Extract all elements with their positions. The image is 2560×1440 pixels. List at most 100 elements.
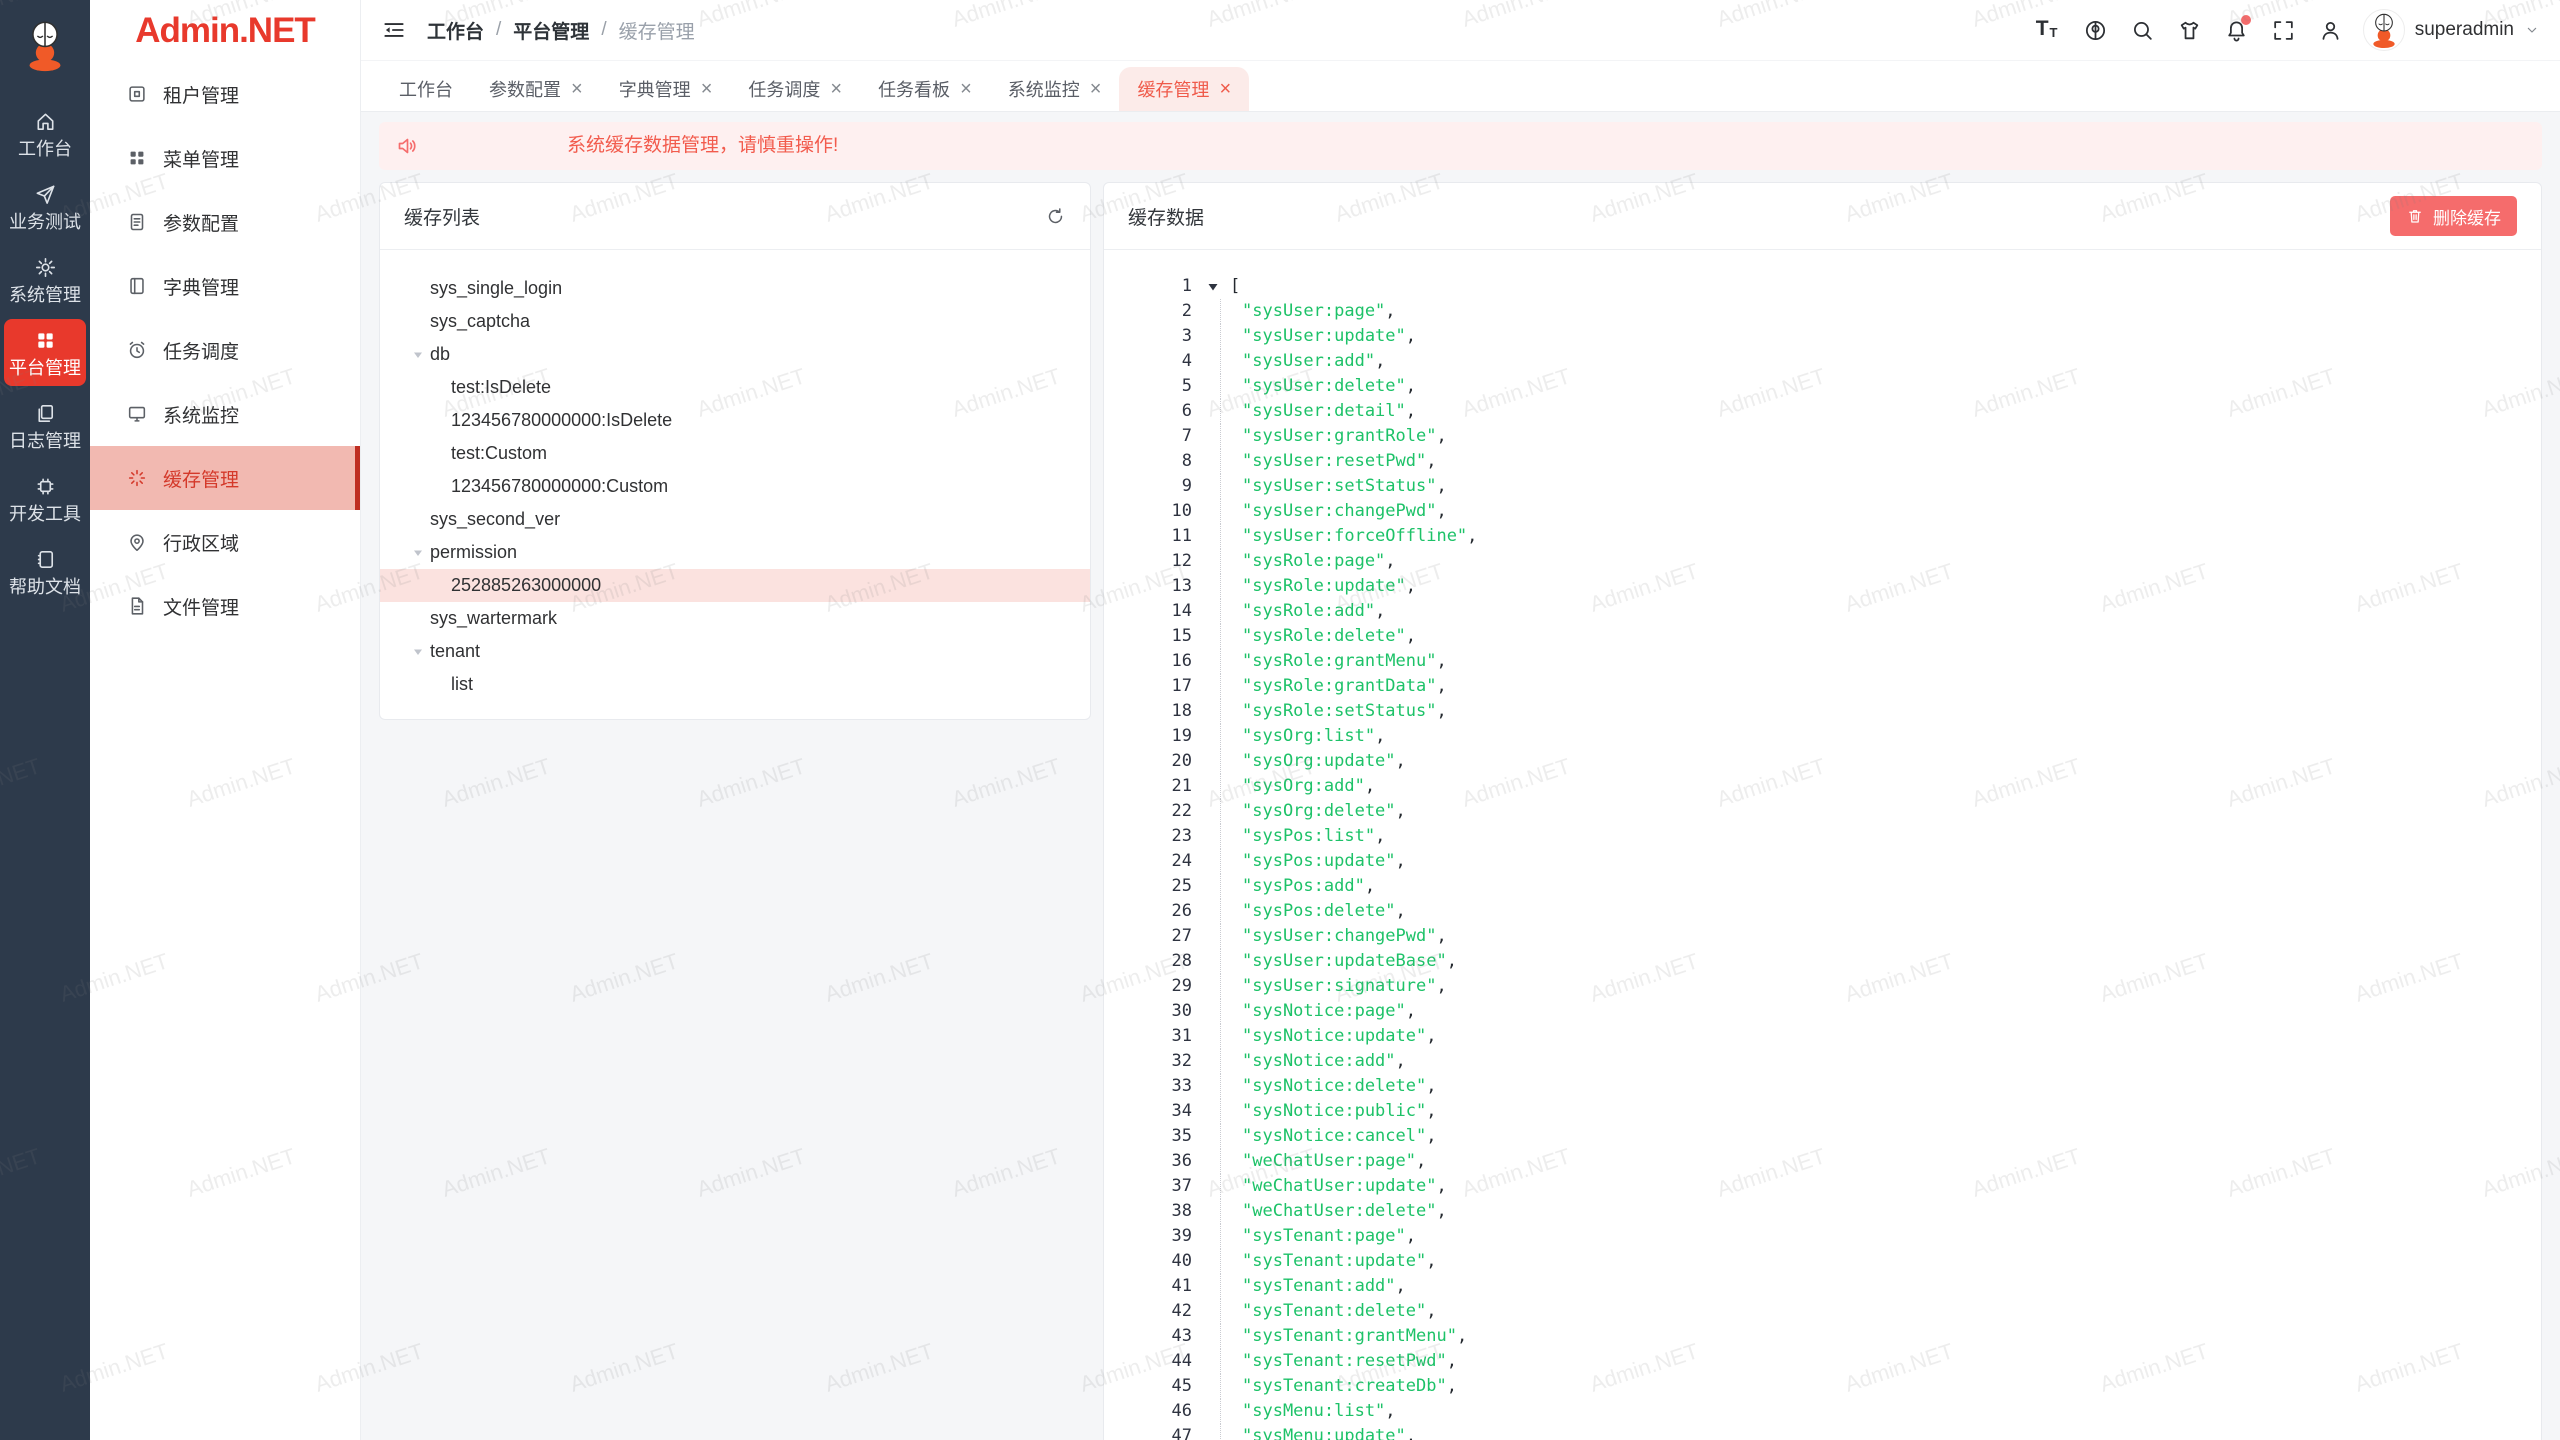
json-string-value: "sysPos:update" — [1242, 851, 1396, 871]
json-line: 27 "sysUser:changePwd", — [1104, 924, 2541, 949]
tab-系统监控[interactable]: 系统监控 × — [990, 67, 1120, 111]
fullscreen-icon[interactable] — [2271, 18, 2296, 43]
tree-node-label: tenant — [430, 641, 481, 661]
user-avatar — [2362, 9, 2405, 51]
tree-node[interactable]: sys_single_login — [380, 272, 1090, 305]
rail-item-gear[interactable]: 系统管理 — [4, 246, 86, 313]
user-menu[interactable]: superadmin — [2362, 9, 2540, 51]
sidebar-item-dict[interactable]: 字典管理 — [90, 254, 360, 318]
sidebar-item-clock[interactable]: 任务调度 — [90, 318, 360, 382]
line-number: 37 — [1171, 1176, 1192, 1196]
collapse-menu-icon[interactable] — [381, 17, 407, 43]
rail-item-copy[interactable]: 日志管理 — [4, 392, 86, 459]
sidebar-item-label: 行政区域 — [163, 533, 240, 555]
tree-node[interactable]: sys_captcha — [380, 305, 1090, 338]
search-icon[interactable] — [2130, 18, 2155, 43]
json-string-value: "sysUser:changePwd" — [1242, 501, 1437, 521]
sidebar-logo: Admin.NET — [135, 11, 316, 50]
json-line: 42 "sysTenant:delete", — [1104, 1299, 2541, 1324]
sidebar-item-menugrid[interactable]: 菜单管理 — [90, 126, 360, 190]
json-line-content: "sysOrg:list", — [1192, 724, 2541, 749]
line-number: 16 — [1171, 651, 1192, 671]
sidebar-item-doc[interactable]: 参数配置 — [90, 190, 360, 254]
sidebar-item-monitor[interactable]: 系统监控 — [90, 382, 360, 446]
breadcrumb-separator: / — [496, 19, 502, 40]
caret-down-icon[interactable] — [406, 547, 430, 559]
json-line: 33 "sysNotice:delete", — [1104, 1074, 2541, 1099]
sidebar-item-tenant[interactable]: 租户管理 — [90, 62, 360, 126]
sidebar-item-file[interactable]: 文件管理 — [90, 574, 360, 638]
tree-node-label: permission — [430, 542, 518, 562]
json-line-content: "sysTenant:resetPwd", — [1192, 1349, 2541, 1374]
json-string-value: "sysNotice:cancel" — [1242, 1126, 1427, 1146]
rail-item-book[interactable]: 帮助文档 — [4, 538, 86, 605]
refresh-icon[interactable] — [1045, 206, 1066, 227]
close-icon[interactable]: × — [700, 78, 713, 100]
tree-node[interactable]: 123456780000000:Custom — [380, 470, 1090, 503]
line-number: 19 — [1171, 726, 1192, 746]
close-icon[interactable]: × — [960, 78, 972, 100]
tab-缓存管理[interactable]: 缓存管理 × — [1119, 67, 1250, 111]
tree-node[interactable]: sys_second_ver — [380, 503, 1090, 536]
rail-item-send[interactable]: 业务测试 — [4, 173, 86, 240]
collapse-triangle-icon[interactable] — [1207, 281, 1219, 293]
tree-node[interactable]: sys_wartermark — [380, 602, 1090, 635]
person-icon[interactable] — [2318, 18, 2343, 43]
close-icon[interactable]: × — [1089, 78, 1102, 100]
rail-item-home[interactable]: 工作台 — [4, 100, 86, 167]
json-line: 41 "sysTenant:add", — [1104, 1274, 2541, 1299]
breadcrumb-item[interactable]: 平台管理 — [513, 21, 590, 43]
line-number: 12 — [1171, 551, 1192, 571]
breadcrumb-item[interactable]: 工作台 — [427, 21, 485, 43]
bell-icon[interactable] — [2224, 14, 2251, 43]
json-line-content: "sysUser:updateBase", — [1192, 949, 2541, 974]
tree-node[interactable]: db — [380, 338, 1090, 371]
locale-icon[interactable] — [2083, 18, 2108, 43]
tab-label: 系统监控 — [1007, 80, 1080, 100]
json-string-value: "sysUser:signature" — [1242, 976, 1437, 996]
json-string-value: "sysOrg:update" — [1242, 751, 1396, 771]
json-string-value: "sysTenant:grantMenu" — [1242, 1326, 1457, 1346]
tree-node[interactable]: permission — [380, 536, 1090, 569]
pin-icon — [126, 531, 148, 553]
line-number: 23 — [1171, 826, 1192, 846]
close-icon[interactable]: × — [571, 78, 583, 100]
tree-node[interactable]: 123456780000000:IsDelete — [380, 404, 1090, 437]
json-line-content: "sysTenant:page", — [1192, 1224, 2541, 1249]
line-number: 2 — [1181, 301, 1192, 321]
tab-工作台[interactable]: 工作台 — [381, 67, 471, 111]
tree-node[interactable]: tenant — [380, 635, 1090, 668]
sidebar-item-pin[interactable]: 行政区域 — [90, 510, 360, 574]
caret-down-icon[interactable] — [406, 646, 430, 658]
theme-icon[interactable] — [2177, 18, 2202, 43]
line-number: 7 — [1181, 426, 1192, 446]
tab-任务看板[interactable]: 任务看板 × — [860, 67, 990, 111]
caret-down-icon[interactable] — [406, 349, 430, 361]
line-number: 40 — [1171, 1251, 1192, 1271]
json-line-content: "sysUser:grantRole", — [1192, 424, 2541, 449]
close-icon[interactable]: × — [830, 78, 843, 100]
json-line: 21 "sysOrg:add", — [1104, 774, 2541, 799]
close-icon[interactable]: × — [1219, 78, 1232, 100]
caret-placeholder — [406, 283, 430, 295]
json-line-content: "weChatUser:delete", — [1192, 1199, 2541, 1224]
tab-label: 参数配置 — [489, 80, 561, 100]
sidebar-item-spinner[interactable]: 缓存管理 — [90, 446, 360, 510]
tab-任务调度[interactable]: 任务调度 × — [730, 67, 860, 111]
rail-item-grid[interactable]: 平台管理 — [4, 319, 86, 386]
tab-参数配置[interactable]: 参数配置 × — [471, 67, 601, 111]
tree-node[interactable]: test:IsDelete — [380, 371, 1090, 404]
json-string-value: "sysTenant:add" — [1242, 1276, 1396, 1296]
tree-node[interactable]: 252885263000000 — [380, 569, 1090, 602]
tab-字典管理[interactable]: 字典管理 × — [601, 67, 731, 111]
logo-mascot-icon[interactable] — [16, 14, 74, 76]
json-line: 46 "sysMenu:list", — [1104, 1399, 2541, 1424]
tree-node[interactable]: test:Custom — [380, 437, 1090, 470]
caret-placeholder — [406, 316, 430, 328]
delete-cache-button[interactable]: 删除缓存 — [2390, 196, 2517, 236]
grid-icon — [34, 329, 57, 352]
tree-node[interactable]: list — [380, 668, 1090, 701]
line-number: 25 — [1171, 876, 1192, 896]
rail-item-chip[interactable]: 开发工具 — [4, 465, 86, 532]
